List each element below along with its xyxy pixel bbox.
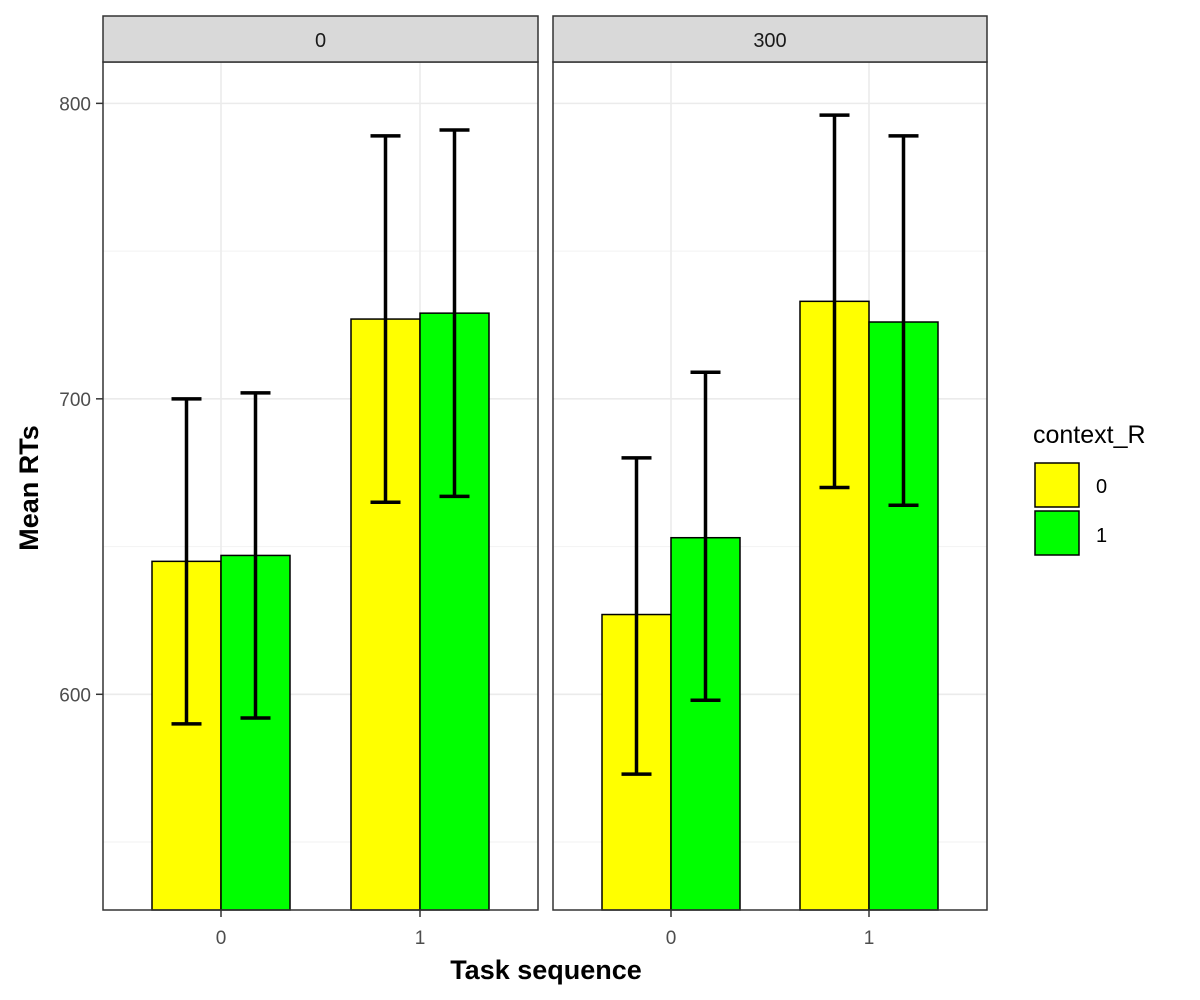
y-tick-label: 800 — [59, 94, 91, 115]
legend-title: context_R — [1033, 421, 1146, 449]
facet-strip — [552, 15, 988, 63]
x-tick-label: 0 — [666, 928, 677, 949]
x-tick-label: 0 — [216, 928, 227, 949]
legend-label-0: 0 — [1096, 476, 1107, 498]
x-tick-label: 1 — [415, 928, 426, 949]
legend-key-1 — [1034, 510, 1080, 556]
panels-layer: 0 300 — [102, 15, 988, 911]
legend-key-0 — [1034, 462, 1080, 508]
facet-strip-label: 300 — [753, 30, 786, 52]
axis-layer: 0 1 0 1 600 700 800 — [59, 94, 874, 949]
x-tick-label: 1 — [864, 928, 875, 949]
legend-label-1: 1 — [1096, 525, 1107, 547]
facet-strip-label: 0 — [315, 30, 326, 52]
y-axis-title: Mean RTs — [14, 425, 44, 551]
panel-0: 0 — [102, 15, 539, 911]
x-axis-title: Task sequence — [450, 955, 642, 985]
legend: context_R 0 1 — [1033, 421, 1146, 556]
y-tick-label: 600 — [59, 685, 91, 706]
panel-300: 300 — [552, 15, 988, 911]
facet-strip — [102, 15, 539, 63]
y-tick-label: 700 — [59, 390, 91, 411]
